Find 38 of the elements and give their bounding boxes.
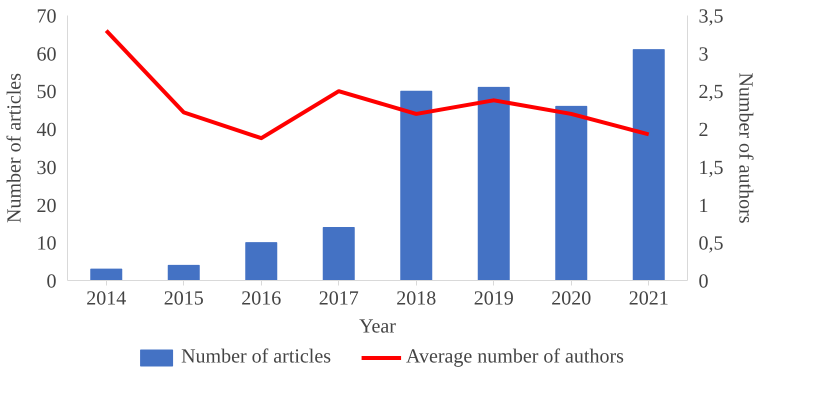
legend-label: Number of articles (181, 346, 332, 368)
bar (245, 242, 278, 280)
y2-tick-label: 2,5 (698, 81, 724, 104)
y2-tick-label: 0,5 (698, 232, 724, 255)
y-tick-label: 60 (36, 43, 56, 66)
y2-tick-label: 2 (698, 119, 708, 142)
bar (632, 49, 665, 280)
x-tick-label: 2021 (628, 288, 669, 310)
y-tick-label: 50 (36, 81, 56, 104)
y-tick-label: 30 (36, 156, 56, 179)
y2-axis-title: Number of authors (734, 72, 756, 224)
y2-tick-label: 3 (698, 43, 708, 66)
y-axis-title: Number of articles (4, 72, 26, 223)
y-tick-label: 40 (36, 119, 56, 142)
x-tick-label: 2014 (86, 288, 126, 310)
y2-tick-label: 1,5 (698, 156, 724, 179)
x-tick-label: 2015 (164, 288, 204, 310)
x-tick-label: 2017 (318, 288, 359, 310)
bar (90, 268, 122, 280)
y2-tick-label: 1 (698, 194, 708, 217)
y-tick-label: 70 (36, 6, 56, 28)
x-axis-title: Year (359, 316, 396, 338)
line-series (104, 28, 651, 140)
y-tick-label: 0 (46, 270, 56, 292)
y-tick-label: 10 (36, 232, 56, 255)
x-tick-label: 2020 (551, 288, 592, 310)
bar (322, 227, 355, 280)
y2-tick-label: 0 (698, 270, 708, 292)
x-tick-label: 2016 (241, 288, 282, 310)
bar (555, 106, 588, 280)
y2-tick-label: 3,5 (698, 6, 724, 28)
y-tick-label: 20 (36, 194, 56, 217)
x-tick-label: 2018 (396, 288, 436, 310)
bar (400, 90, 432, 280)
legend-label: Average number of authors (406, 346, 624, 368)
bar (168, 264, 200, 280)
x-tick-label: 2019 (474, 288, 514, 310)
bar (478, 86, 510, 280)
